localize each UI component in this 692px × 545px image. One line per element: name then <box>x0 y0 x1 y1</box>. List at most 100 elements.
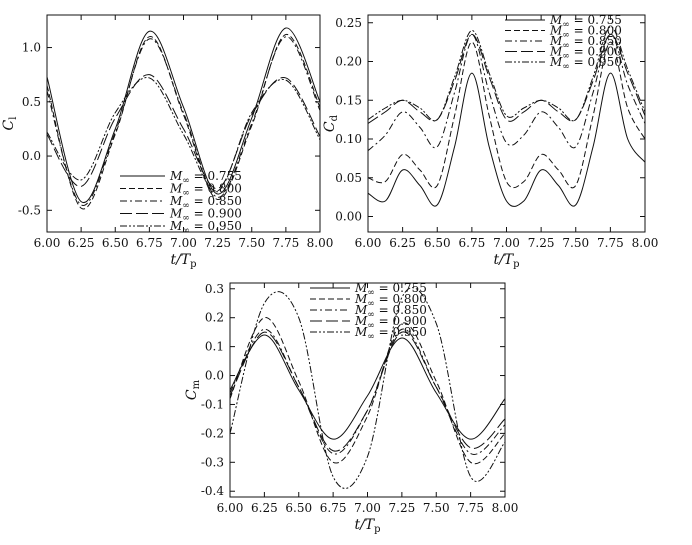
legend-entry-value: = 0.900 <box>570 45 622 59</box>
legend-entry-symbol: M <box>354 325 368 339</box>
series-line-0.900 <box>47 74 320 190</box>
x-tick-label: 7.75 <box>457 501 484 515</box>
x-axis-label: t/Tp <box>354 517 380 535</box>
x-tick-label: 7.50 <box>423 501 450 515</box>
legend-entry-value: = 0.755 <box>375 281 427 295</box>
legend-entry-value: = 0.950 <box>375 325 427 339</box>
legend-entry-symbol: M <box>169 194 183 208</box>
legend-entry-sub: ∞ <box>367 310 375 320</box>
series-line-0.950 <box>368 26 645 122</box>
series-line-0.755 <box>368 72 645 207</box>
series-line-0.900 <box>368 33 645 124</box>
legend-entry-symbol: M <box>354 281 368 295</box>
legend-entry-sub: ∞ <box>182 226 190 236</box>
legend-entry-value: = 0.800 <box>570 24 622 38</box>
legend-entry-sub: ∞ <box>367 321 375 331</box>
series-line-0.800 <box>368 41 645 189</box>
x-tick-label: 7.00 <box>493 236 520 250</box>
y-axis-label-sub: l <box>8 117 19 120</box>
y-axis-label-main: C <box>322 121 338 132</box>
legend-entry-sub: ∞ <box>562 31 570 41</box>
chart-cl: 6.00 6.25 6.50 6.75 7.00 7.25 7.50 7.75 8.00 -0.5… <box>1 14 334 270</box>
series-line-0.850 <box>47 36 320 206</box>
x-tick-label: 7.00 <box>170 236 197 250</box>
legend-entry-sub: ∞ <box>182 176 190 186</box>
legend-entry-sub: ∞ <box>182 214 190 224</box>
series-lines <box>47 27 320 210</box>
legend-entry-value: = 0.900 <box>190 207 242 221</box>
legend-entry-symbol: M <box>169 207 183 221</box>
legend-entry-symbol: M <box>549 24 563 38</box>
x-axis-label-sub: p <box>513 259 519 270</box>
y-tick-label: -0.4 <box>201 484 225 498</box>
x-tick-label: 6.50 <box>285 501 312 515</box>
x-tick-label: 6.00 <box>217 501 244 515</box>
legend-entry: M∞ = 0.800 <box>169 182 242 199</box>
y-axis-label-main: C <box>1 119 17 130</box>
legend-entry: M∞ = 0.950 <box>169 219 242 236</box>
legend-entry-sub: ∞ <box>182 189 190 199</box>
x-tick-label: 8.00 <box>307 236 334 250</box>
y-tick-label: -0.2 <box>201 426 224 440</box>
legend-entry-symbol: M <box>549 45 563 59</box>
y-tick-label: 0.1 <box>205 340 224 354</box>
x-tick-label: 7.25 <box>204 236 231 250</box>
y-axis-label-sub: m <box>191 379 202 389</box>
y-tick-label: 0.10 <box>335 132 362 146</box>
legend-entry: M∞ = 0.900 <box>354 314 427 331</box>
x-tick-label: 7.75 <box>273 236 300 250</box>
x-axis-label: t/Tp <box>493 252 519 270</box>
legend-entry: M∞ = 0.850 <box>169 194 242 211</box>
legend-entry-symbol: M <box>549 55 563 69</box>
y-axis-label: Cd <box>322 114 340 132</box>
legend-entry: M∞ = 0.755 <box>549 13 622 30</box>
legend-entry: M∞ = 0.755 <box>169 169 242 186</box>
y-tick-label: 0.20 <box>335 55 362 69</box>
legend-entry-symbol: M <box>354 314 368 328</box>
y-tick-label: 1.0 <box>22 41 41 55</box>
x-tick-label: 7.25 <box>389 501 416 515</box>
y-tick-label: 0.15 <box>335 93 362 107</box>
y-axis-label: Cl <box>1 117 19 131</box>
x-tick-label: 7.50 <box>562 236 589 250</box>
y-tick-label: -0.5 <box>18 203 41 217</box>
series-line-0.800 <box>230 317 505 465</box>
x-tick-label: 6.25 <box>251 501 278 515</box>
series-line-0.850 <box>368 33 645 152</box>
x-tick-label: 7.50 <box>238 236 265 250</box>
x-tick-label: 6.00 <box>34 236 61 250</box>
x-tick-label: 7.00 <box>354 501 381 515</box>
legend-entry-symbol: M <box>169 219 183 233</box>
y-tick-label: 0.2 <box>205 311 224 325</box>
legend-entry-sub: ∞ <box>182 201 190 211</box>
legend-entry: M∞ = 0.850 <box>549 34 622 51</box>
series-line-0.850 <box>230 328 505 455</box>
legend-entry: M∞ = 0.755 <box>354 281 427 298</box>
legend-entry-value: = 0.755 <box>570 13 622 27</box>
legend-entry-value: = 0.850 <box>375 303 427 317</box>
y-tick-label: 0.05 <box>335 171 362 185</box>
series-line-0.950 <box>47 77 320 192</box>
legend-entry-sub: ∞ <box>562 52 570 62</box>
x-axis-label-sub: p <box>374 524 380 535</box>
y-axis-label-main: C <box>184 389 200 400</box>
legend-entry-value: = 0.755 <box>190 169 242 183</box>
x-axis-label-main: t/T <box>354 517 375 533</box>
x-tick-label: 6.00 <box>355 236 382 250</box>
legend-entry: M∞ = 0.800 <box>549 24 622 41</box>
chart-cm: 6.00 6.25 6.50 6.75 7.00 7.25 7.50 7.75 8.00 -0.4… <box>184 281 518 535</box>
legend-entry-value: = 0.850 <box>570 34 622 48</box>
x-tick-label: 6.25 <box>68 236 95 250</box>
legend-entry-sub: ∞ <box>367 299 375 309</box>
legend-entry-value: = 0.900 <box>375 314 427 328</box>
y-tick-label: -0.1 <box>201 397 224 411</box>
legend-entry: M∞ = 0.900 <box>549 45 622 62</box>
x-tick-label: 8.00 <box>492 501 519 515</box>
x-tick-label: 8.00 <box>632 236 659 250</box>
legend-entry-symbol: M <box>354 292 368 306</box>
y-axis-label: Cm <box>184 379 202 400</box>
